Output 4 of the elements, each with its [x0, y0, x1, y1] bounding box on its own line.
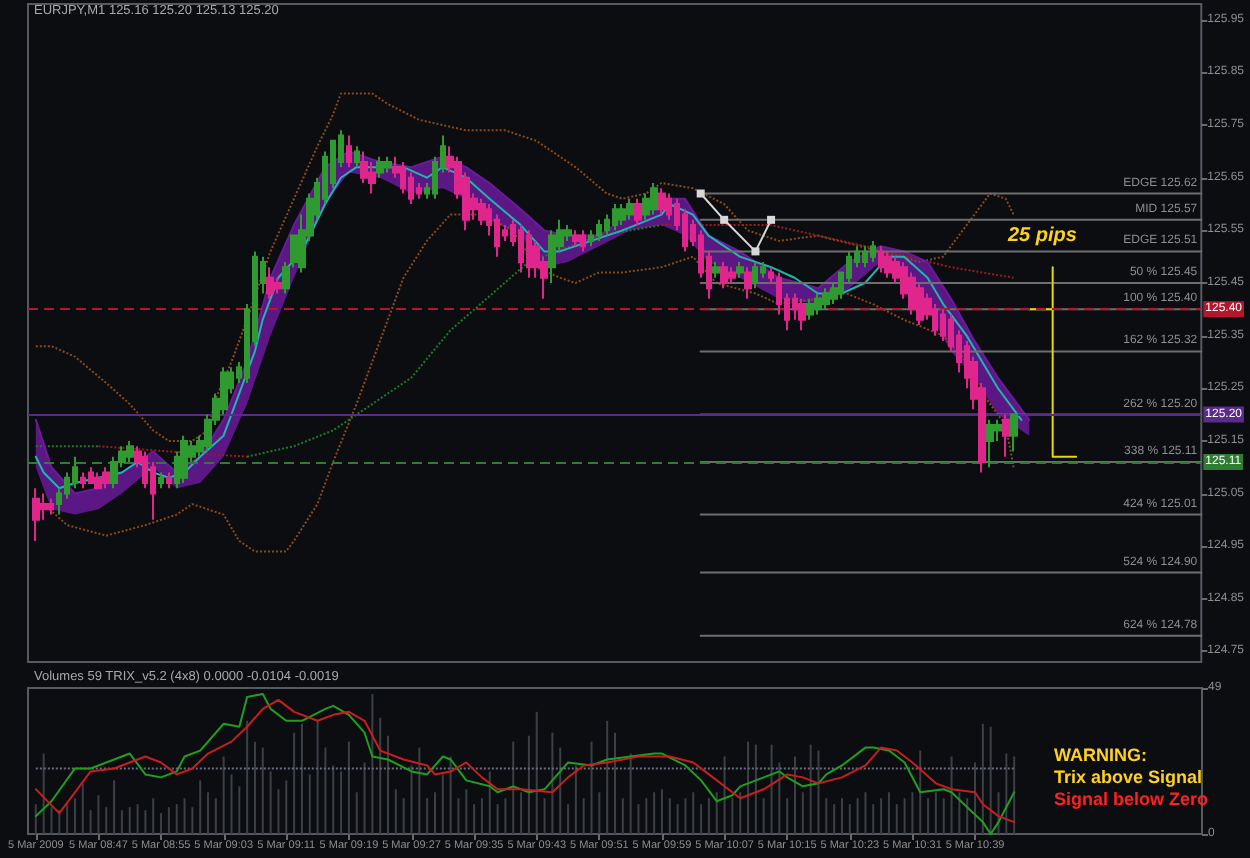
annotation: 25 pips	[1006, 225, 1078, 247]
annotation: Signal below Zero	[1054, 789, 1210, 809]
annotation: WARNING:	[1054, 745, 1147, 765]
annotation: Trix above Signal	[1054, 767, 1203, 787]
